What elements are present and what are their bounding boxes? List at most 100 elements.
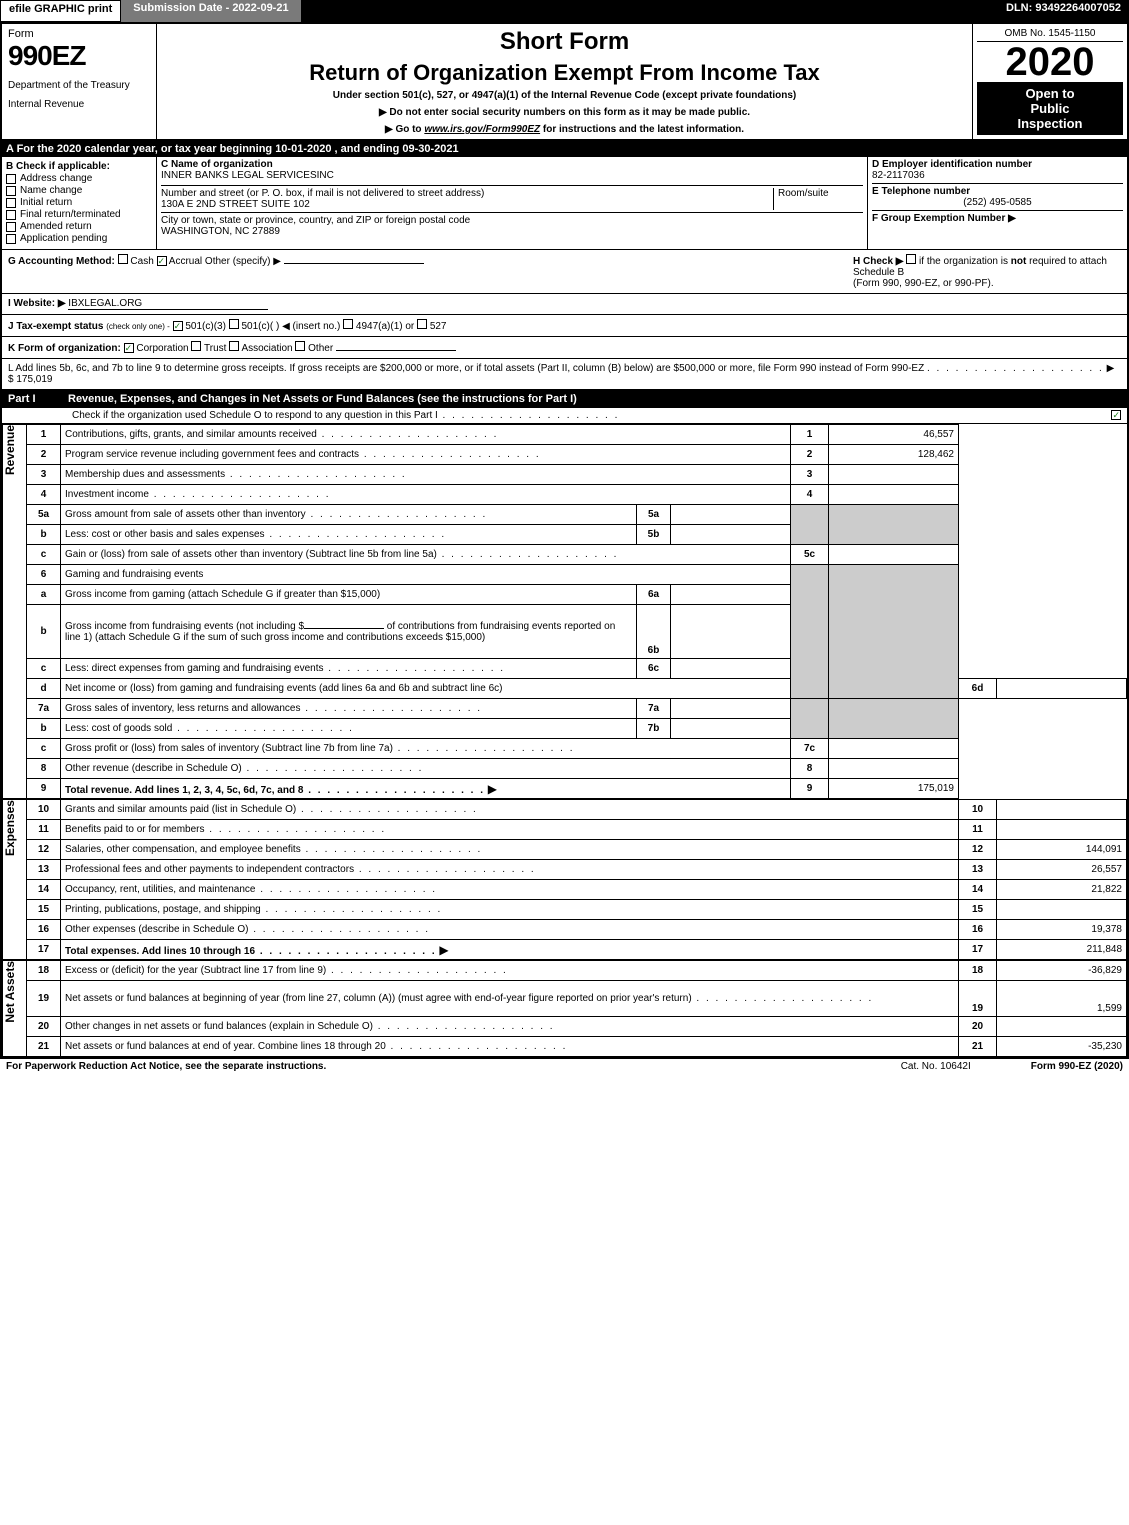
insp-2: Public bbox=[979, 101, 1121, 116]
cb-label: Application pending bbox=[20, 233, 107, 244]
cb-application-pending[interactable]: Application pending bbox=[6, 233, 152, 244]
k-trust: Trust bbox=[204, 343, 226, 354]
netassets-table: 18Excess or (deficit) for the year (Subt… bbox=[26, 960, 1127, 1057]
footer-left: For Paperwork Reduction Act Notice, see … bbox=[6, 1061, 326, 1072]
header-left: Form 990EZ Department of the Treasury In… bbox=[2, 24, 157, 139]
c-city-label: City or town, state or province, country… bbox=[161, 215, 863, 226]
org-address: 130A E 2ND STREET SUITE 102 bbox=[161, 199, 773, 210]
k-assoc: Association bbox=[241, 343, 292, 354]
line-14: 14Occupancy, rent, utilities, and mainte… bbox=[27, 880, 1127, 900]
row-k: K Form of organization: Corporation Trus… bbox=[2, 337, 1127, 359]
j-o1: 501(c)(3) bbox=[185, 321, 226, 332]
line-6b: bGross income from fundraising events (n… bbox=[27, 605, 1127, 659]
footer-form-pre: Form bbox=[1031, 1061, 1059, 1072]
info-block: B Check if applicable: Address change Na… bbox=[2, 157, 1127, 250]
cb-name-change[interactable]: Name change bbox=[6, 185, 152, 196]
d-ein-label: D Employer identification number bbox=[872, 159, 1123, 170]
submission-date: Submission Date - 2022-09-21 bbox=[121, 0, 300, 22]
j-label: J Tax-exempt status bbox=[8, 321, 103, 332]
form-number: 990EZ bbox=[8, 40, 150, 72]
line-19: 19Net assets or fund balances at beginni… bbox=[27, 981, 1127, 1017]
org-city: WASHINGTON, NC 27889 bbox=[161, 226, 863, 237]
row-j: J Tax-exempt status (check only one) - 5… bbox=[2, 315, 1127, 337]
part-1-title: Revenue, Expenses, and Changes in Net As… bbox=[68, 393, 1121, 405]
box-b: B Check if applicable: Address change Na… bbox=[2, 157, 157, 249]
cb-cash[interactable] bbox=[118, 254, 128, 264]
line-3: 3Membership dues and assessments3 bbox=[27, 465, 1127, 485]
part-1-check[interactable] bbox=[1101, 410, 1121, 421]
f-group-label: F Group Exemption Number ▶ bbox=[872, 213, 1123, 224]
room-suite-label: Room/suite bbox=[773, 188, 863, 210]
irs-link[interactable]: www.irs.gov/Form990EZ bbox=[424, 124, 540, 135]
i-label: I Website: ▶ bbox=[8, 298, 66, 309]
line-18: 18Excess or (deficit) for the year (Subt… bbox=[27, 961, 1127, 981]
h-pre: H Check ▶ bbox=[853, 256, 903, 267]
header-right: OMB No. 1545-1150 2020 Open to Public In… bbox=[972, 24, 1127, 139]
line-7a: 7aGross sales of inventory, less returns… bbox=[27, 699, 1127, 719]
line-6: 6Gaming and fundraising events bbox=[27, 565, 1127, 585]
revenue-side-label: Revenue bbox=[2, 424, 26, 799]
instruction-ssn: ▶ Do not enter social security numbers o… bbox=[165, 107, 964, 118]
line-10: 10Grants and similar amounts paid (list … bbox=[27, 800, 1127, 820]
title-sub: Under section 501(c), 527, or 4947(a)(1)… bbox=[165, 90, 964, 101]
h-text: if the organization is bbox=[919, 256, 1011, 267]
cb-label: Address change bbox=[20, 173, 92, 184]
footer-form-post: (2020) bbox=[1091, 1061, 1123, 1072]
netassets-section: Net Assets 18Excess or (deficit) for the… bbox=[2, 960, 1127, 1057]
l-text: L Add lines 5b, 6c, and 7b to line 9 to … bbox=[8, 363, 924, 374]
cb-corp[interactable] bbox=[124, 343, 134, 353]
cb-trust[interactable] bbox=[191, 341, 201, 351]
line-2: 2Program service revenue including gover… bbox=[27, 445, 1127, 465]
cb-initial-return[interactable]: Initial return bbox=[6, 197, 152, 208]
expenses-table: 10Grants and similar amounts paid (list … bbox=[26, 799, 1127, 960]
cb-501c3[interactable] bbox=[173, 321, 183, 331]
row-g: G Accounting Method: Cash Accrual Other … bbox=[8, 254, 841, 289]
dept-treasury: Department of the Treasury bbox=[8, 80, 150, 91]
line-16: 16Other expenses (describe in Schedule O… bbox=[27, 920, 1127, 940]
line-4: 4Investment income4 bbox=[27, 485, 1127, 505]
cb-h[interactable] bbox=[906, 254, 916, 264]
top-bar: efile GRAPHIC print Submission Date - 20… bbox=[0, 0, 1129, 22]
row-h: H Check ▶ if the organization is not req… bbox=[841, 254, 1121, 289]
line-13: 13Professional fees and other payments t… bbox=[27, 860, 1127, 880]
cb-amended-return[interactable]: Amended return bbox=[6, 221, 152, 232]
part-1-header: Part I Revenue, Expenses, and Changes in… bbox=[2, 390, 1127, 408]
cb-501c[interactable] bbox=[229, 319, 239, 329]
phone-value: (252) 495-0585 bbox=[872, 197, 1123, 208]
line-6d: dNet income or (loss) from gaming and fu… bbox=[27, 679, 1127, 699]
org-name: INNER BANKS LEGAL SERVICESINC bbox=[161, 170, 863, 181]
cb-label: Final return/terminated bbox=[20, 209, 121, 220]
cb-assoc[interactable] bbox=[229, 341, 239, 351]
page-footer: For Paperwork Reduction Act Notice, see … bbox=[0, 1059, 1129, 1074]
line-12: 12Salaries, other compensation, and empl… bbox=[27, 840, 1127, 860]
cb-accrual[interactable] bbox=[157, 256, 167, 266]
line-8: 8Other revenue (describe in Schedule O)8 bbox=[27, 759, 1127, 779]
expenses-side-label: Expenses bbox=[2, 799, 26, 960]
revenue-table: 1Contributions, gifts, grants, and simil… bbox=[26, 424, 1127, 799]
j-o3: 4947(a)(1) or bbox=[356, 321, 414, 332]
form-label: Form bbox=[8, 28, 150, 40]
part-1-label: Part I bbox=[8, 393, 68, 405]
cb-4947[interactable] bbox=[343, 319, 353, 329]
e-phone-label: E Telephone number bbox=[872, 186, 1123, 197]
efile-print-button[interactable]: efile GRAPHIC print bbox=[0, 0, 121, 22]
cb-other[interactable] bbox=[295, 341, 305, 351]
insp-1: Open to bbox=[979, 86, 1121, 101]
insp-3: Inspection bbox=[979, 116, 1121, 131]
j-sub: (check only one) - bbox=[106, 322, 170, 331]
cb-address-change[interactable]: Address change bbox=[6, 173, 152, 184]
k-label: K Form of organization: bbox=[8, 343, 121, 354]
cb-527[interactable] bbox=[417, 319, 427, 329]
form-container: Form 990EZ Department of the Treasury In… bbox=[0, 22, 1129, 1059]
line-17: 17Total expenses. Add lines 10 through 1… bbox=[27, 940, 1127, 960]
line-9: 9Total revenue. Add lines 1, 2, 3, 4, 5c… bbox=[27, 779, 1127, 799]
h-text4: (Form 990, 990-EZ, or 990-PF). bbox=[853, 278, 994, 289]
h-not: not bbox=[1011, 256, 1027, 267]
inst-pre: ▶ Go to bbox=[385, 124, 424, 135]
line-5a: 5aGross amount from sale of assets other… bbox=[27, 505, 1127, 525]
row-i: I Website: ▶ IBXLEGAL.ORG bbox=[2, 294, 1127, 315]
form-header: Form 990EZ Department of the Treasury In… bbox=[2, 24, 1127, 141]
g-label: G Accounting Method: bbox=[8, 256, 115, 267]
cb-final-return[interactable]: Final return/terminated bbox=[6, 209, 152, 220]
section-a-tax-year: A For the 2020 calendar year, or tax yea… bbox=[2, 141, 1127, 157]
